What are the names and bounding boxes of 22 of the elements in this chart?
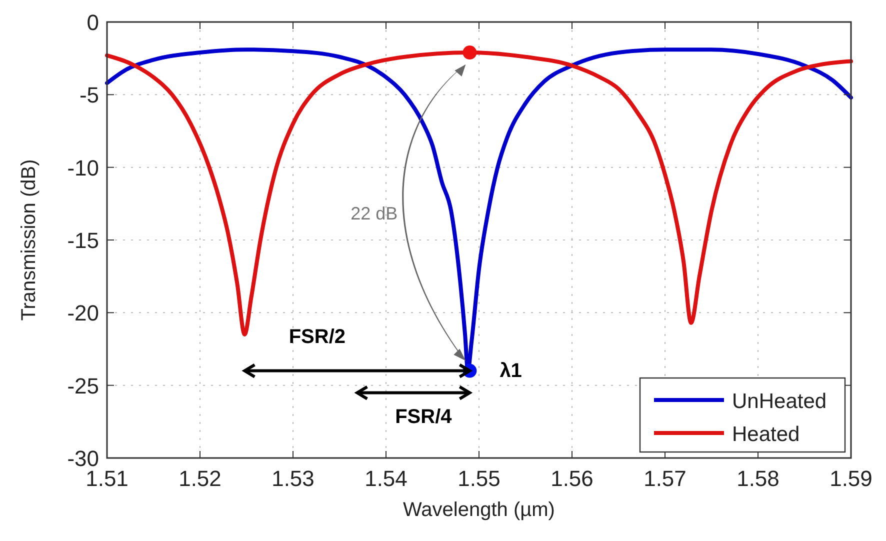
y-tick-label: -10 [67,155,99,180]
y-tick-label: -15 [67,228,99,253]
x-tick-label: 1.53 [272,466,314,491]
legend-label: Heated [732,423,800,446]
x-tick-label: 1.57 [644,466,686,491]
y-tick-label: -25 [67,373,99,398]
x-axis-title: Wavelength (µm) [403,499,555,521]
annotation: FSR/4 [395,406,453,428]
x-tick-label: 1.55 [458,466,500,491]
y-tick-label: 0 [86,10,99,35]
annotation: 22 dB [350,204,398,224]
x-tick-label: 1.56 [550,466,594,491]
legend-label: UnHeated [732,390,827,413]
x-tick-label: 1.59 [830,466,872,491]
annotation: FSR/2 [288,326,346,348]
y-tick-label: -5 [79,82,99,108]
x-tick-label: 1.52 [178,466,222,491]
y-axis-title: Transmission (dB) [18,159,40,321]
x-tick-label: 1.58 [736,466,780,491]
x-tick-label: 1.54 [364,466,408,491]
annotation: λ1 [500,360,522,382]
y-tick-label: -20 [67,300,99,326]
